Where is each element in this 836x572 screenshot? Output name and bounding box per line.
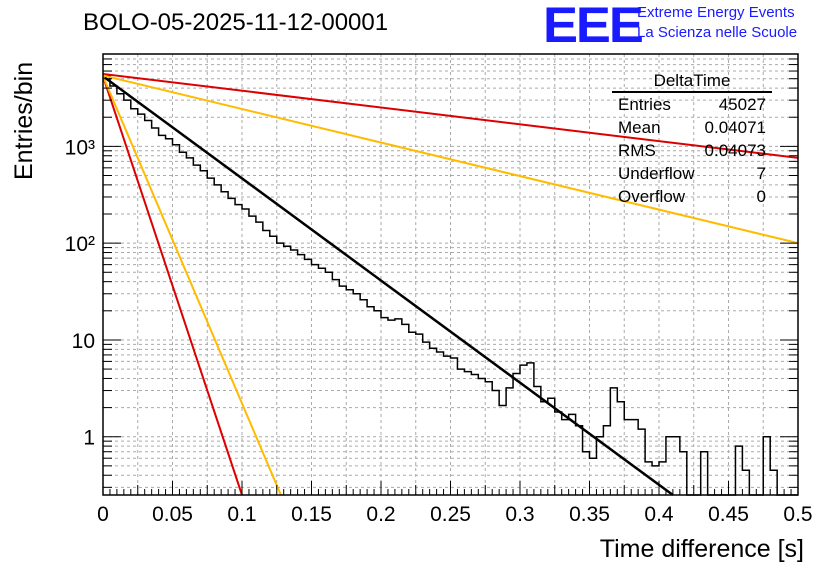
y-tick-label: 10³ xyxy=(65,136,95,159)
stats-value: 0.04071 xyxy=(704,118,766,137)
stats-row-entries: Entries 45027 xyxy=(612,93,772,116)
stats-label: Overflow xyxy=(618,187,686,206)
histogram xyxy=(103,74,798,496)
x-tick-label: 0.2 xyxy=(366,503,395,526)
stats-value: 0 xyxy=(756,187,766,206)
stats-label: Entries xyxy=(618,95,671,114)
stats-value: 45027 xyxy=(718,95,766,114)
tick-labels: 0 0.05 0.1 0.15 0.2 0.25 0.3 0.35 0.4 0.45 0.5 1 10 1… xyxy=(65,136,813,526)
component-orange-slow-line xyxy=(102,74,799,245)
x-tick-label: 0.1 xyxy=(227,503,256,526)
stats-label: Mean xyxy=(618,118,661,137)
histogram-steps xyxy=(103,74,798,496)
x-tick-label: 0.35 xyxy=(569,503,610,526)
axis-ticks xyxy=(102,53,799,495)
x-tick-label: 0.05 xyxy=(152,503,193,526)
x-tick-label: 0 xyxy=(97,503,109,526)
x-tick-label: 0.25 xyxy=(430,503,471,526)
stats-label: Underflow xyxy=(618,164,695,183)
stats-row-mean: Mean 0.04071 xyxy=(612,116,772,139)
x-tick-label: 0.45 xyxy=(708,503,749,526)
x-tick-label: 0.4 xyxy=(644,503,674,526)
y-tick-label: 1 xyxy=(83,427,95,450)
stats-value: 7 xyxy=(756,164,766,183)
y-axis-label: Entries/bin xyxy=(10,61,38,180)
stats-title: DeltaTime xyxy=(612,70,772,93)
stats-label: RMS xyxy=(618,141,656,160)
component-orange-steep-line xyxy=(102,75,282,496)
component-red-slow-line xyxy=(102,72,799,159)
run-title: BOLO-05-2025-11-12-00001 xyxy=(83,9,389,36)
y-tick-label: 10² xyxy=(65,233,95,256)
stats-row-underflow: Underflow 7 xyxy=(612,162,772,185)
stats-box: DeltaTime Entries 45027 Mean 0.04071 RMS… xyxy=(612,70,772,208)
stats-value: 0.04073 xyxy=(704,141,766,160)
stats-row-rms: RMS 0.04073 xyxy=(612,139,772,162)
y-tick-label: 10 xyxy=(72,330,95,353)
logo-subtitle-1: Extreme Energy Events xyxy=(637,4,795,21)
logo-subtitle-2: La Scienza nelle Scuole xyxy=(637,24,798,41)
fit-curves xyxy=(102,72,799,497)
x-axis-label: Time difference [s] xyxy=(599,535,804,563)
x-tick-label: 0.5 xyxy=(783,503,812,526)
eee-logo: EEE xyxy=(543,0,644,53)
x-tick-label: 0.15 xyxy=(291,503,332,526)
stats-row-overflow: Overflow 0 xyxy=(612,185,772,208)
component-red-steep-line xyxy=(102,75,243,496)
fit-line xyxy=(102,75,674,497)
x-tick-label: 0.3 xyxy=(505,503,534,526)
